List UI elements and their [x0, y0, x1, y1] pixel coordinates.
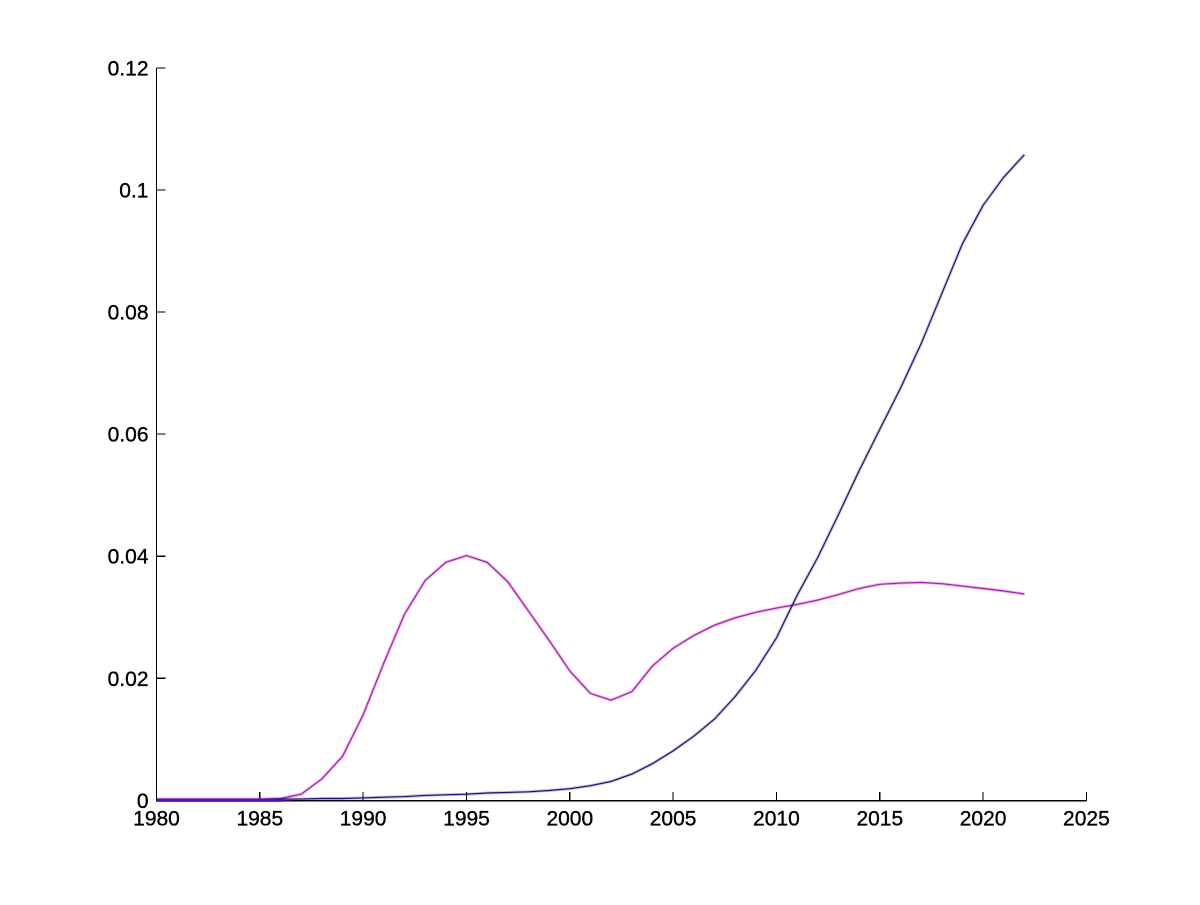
svg-text:1990: 1990 [340, 808, 387, 831]
svg-text:1995: 1995 [443, 808, 490, 831]
svg-text:0.12: 0.12 [108, 58, 149, 81]
svg-text:0: 0 [137, 790, 149, 813]
svg-text:2025: 2025 [1063, 808, 1110, 831]
svg-text:2015: 2015 [856, 808, 903, 831]
svg-text:0.08: 0.08 [108, 302, 149, 325]
svg-text:2005: 2005 [650, 808, 697, 831]
svg-text:2020: 2020 [960, 808, 1007, 831]
svg-text:2010: 2010 [753, 808, 800, 831]
svg-text:0.04: 0.04 [108, 546, 149, 569]
svg-text:0.1: 0.1 [119, 180, 148, 203]
svg-text:0.06: 0.06 [108, 424, 149, 447]
svg-text:0.02: 0.02 [108, 668, 149, 691]
svg-text:2000: 2000 [546, 808, 593, 831]
svg-text:1985: 1985 [236, 808, 283, 831]
